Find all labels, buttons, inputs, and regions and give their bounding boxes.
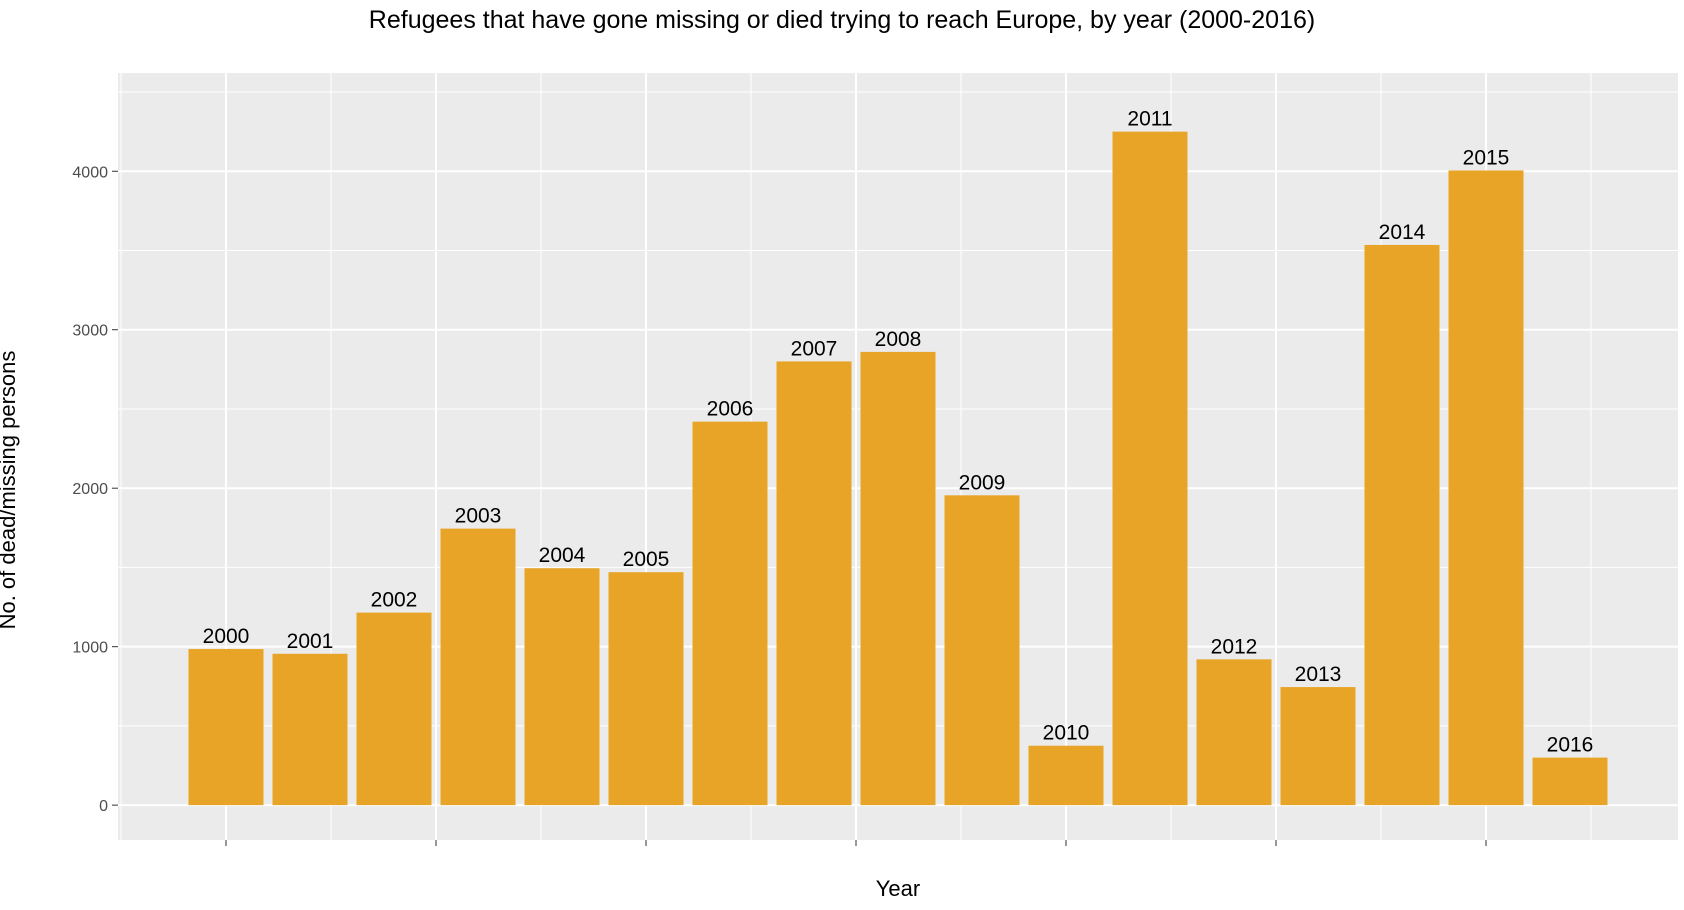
bar-label: 2007 [791, 337, 838, 360]
chart-title: Refugees that have gone missing or died … [368, 6, 1316, 34]
bar-label: 2016 [1547, 734, 1594, 757]
bar-label: 2006 [707, 398, 754, 421]
bar [188, 649, 264, 806]
bar [944, 495, 1020, 806]
y-tick-label: 1000 [72, 640, 108, 657]
bar [272, 653, 348, 806]
y-tick-label: 2000 [72, 481, 108, 498]
bar-label: 2009 [959, 471, 1006, 494]
bar-label: 2004 [539, 544, 586, 567]
bar [356, 612, 432, 806]
bar [860, 351, 936, 806]
y-tick-label: 4000 [72, 164, 108, 181]
bar-label: 2008 [875, 328, 922, 351]
bar-label: 2015 [1463, 146, 1510, 169]
bar [608, 572, 684, 806]
bar [1364, 244, 1440, 806]
x-axis-label: Year [875, 876, 921, 901]
bar [1448, 170, 1524, 806]
bar-label: 2011 [1127, 108, 1172, 131]
bar [1532, 757, 1608, 806]
bar-label: 2013 [1295, 663, 1342, 686]
bar-label: 2000 [203, 625, 250, 648]
bar-label: 2003 [455, 505, 502, 528]
bar [440, 528, 516, 806]
bar [776, 361, 852, 806]
bar-label: 2001 [287, 630, 334, 653]
y-tick-label: 3000 [72, 323, 108, 340]
bar [524, 568, 600, 806]
bar-label: 2005 [623, 548, 670, 571]
bar [1280, 687, 1356, 806]
bar-label: 2010 [1043, 722, 1090, 745]
bar [1028, 745, 1104, 806]
bar [1112, 131, 1188, 806]
bar [1196, 659, 1272, 806]
bar-label: 2012 [1211, 635, 1258, 658]
y-tick-label: 0 [99, 798, 108, 815]
bar [692, 421, 768, 806]
bar-label: 2002 [371, 589, 418, 612]
bar-label: 2014 [1379, 221, 1426, 244]
